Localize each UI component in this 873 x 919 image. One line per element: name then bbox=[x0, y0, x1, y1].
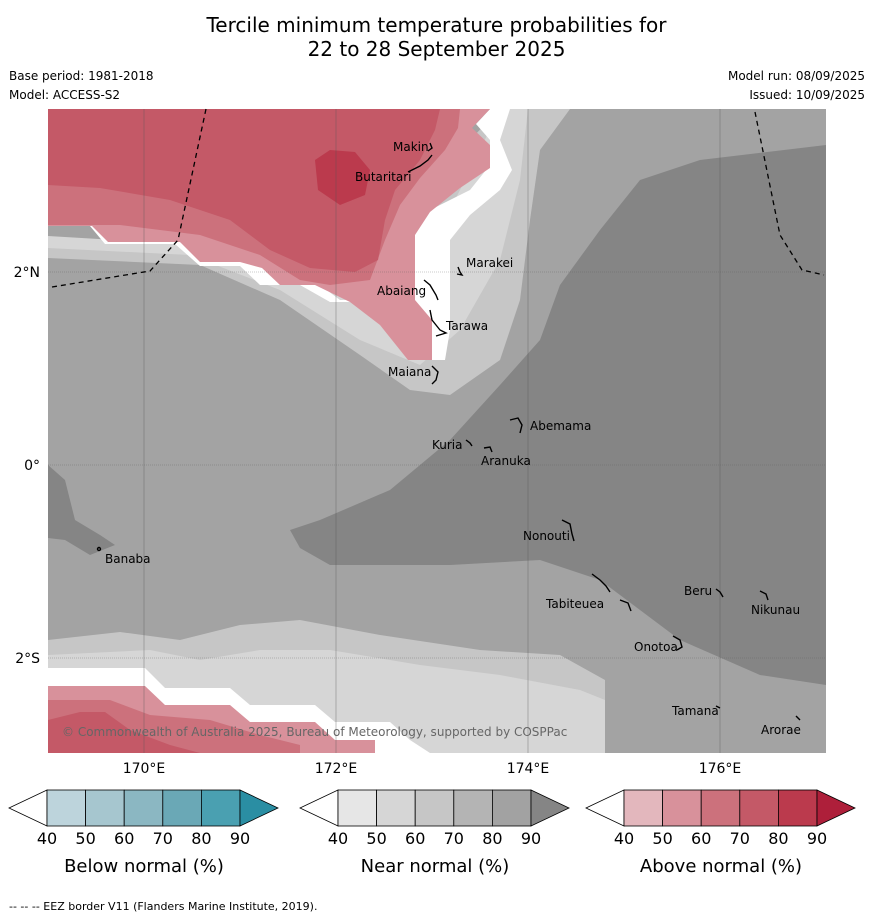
colorbar-near-tick: 40 bbox=[328, 829, 348, 848]
colorbar-below-label: Below normal (%) bbox=[64, 856, 224, 877]
contour-layers bbox=[48, 109, 826, 753]
lon-label-176: 176°E bbox=[699, 761, 742, 777]
label-nonouti: Nonouti bbox=[523, 529, 570, 543]
lon-label-174: 174°E bbox=[507, 761, 550, 777]
colorbar-above: 40 50 60 70 80 90 Above normal (%) bbox=[585, 789, 856, 877]
lat-label-0: 0° bbox=[24, 458, 40, 474]
grid-lines bbox=[48, 109, 826, 753]
label-nikunau: Nikunau bbox=[751, 603, 800, 617]
colorbar-near: 40 50 60 70 80 90 Near normal (%) bbox=[299, 789, 570, 877]
colorbar-above-tick: 40 bbox=[614, 829, 634, 848]
colorbar-below-tick: 70 bbox=[153, 829, 173, 848]
colorbar-below-segment bbox=[200, 789, 241, 827]
label-maiana: Maiana bbox=[388, 365, 431, 379]
colorbar-below-tick: 40 bbox=[37, 829, 57, 848]
label-tarawa: Tarawa bbox=[445, 319, 488, 333]
colorbar-near-label: Near normal (%) bbox=[361, 856, 510, 877]
colorbar-above-label: Above normal (%) bbox=[640, 856, 802, 877]
colorbar-below-segment bbox=[85, 789, 125, 827]
colorbar-above-tick: 60 bbox=[691, 829, 711, 848]
lat-label-2n: 2°N bbox=[14, 265, 40, 281]
colorbar-below-segment bbox=[162, 789, 202, 827]
colorbar-below-tick: 50 bbox=[75, 829, 95, 848]
label-tamana: Tamana bbox=[671, 704, 719, 718]
place-labels: Makin Butaritari Marakei Abaiang Tarawa … bbox=[105, 140, 801, 737]
colorbar-above-segment bbox=[623, 789, 663, 827]
above-normal-70-80-north bbox=[48, 109, 440, 272]
label-marakei: Marakei bbox=[466, 256, 513, 270]
colorbar-near-tick: 70 bbox=[444, 829, 464, 848]
colorbar-below-segment bbox=[123, 789, 164, 827]
near-normal-70-80-region bbox=[290, 145, 826, 685]
label-aranuka: Aranuka bbox=[481, 454, 531, 468]
label-banaba: Banaba bbox=[105, 552, 151, 566]
colorbars: 40 50 60 70 80 90 Below normal (%) 40 50 60 70 80 90… bbox=[8, 789, 856, 877]
colorbar-below-max-extend bbox=[239, 789, 279, 827]
colorbar-near-max-extend bbox=[530, 789, 570, 827]
label-arorae: Arorae bbox=[761, 723, 801, 737]
title-line-1: Tercile minimum temperature probabilitie… bbox=[206, 13, 667, 37]
colorbar-above-segment bbox=[778, 789, 818, 827]
colorbar-near-segment bbox=[491, 789, 532, 827]
colorbar-near-tick: 80 bbox=[482, 829, 502, 848]
colorbar-above-tick: 90 bbox=[807, 829, 827, 848]
label-beru: Beru bbox=[684, 584, 712, 598]
above-normal-80-90-north bbox=[315, 150, 370, 205]
colorbar-near-segment bbox=[376, 789, 416, 827]
lon-label-170: 170°E bbox=[123, 761, 166, 777]
copyright-notice: © Commonwealth of Australia 2025, Bureau… bbox=[62, 725, 567, 739]
colorbar-below-tick: 60 bbox=[114, 829, 134, 848]
colorbar-above-max-extend bbox=[816, 789, 856, 827]
colorbar-above-tick: 70 bbox=[730, 829, 750, 848]
colorbar-near-segment bbox=[453, 789, 493, 827]
above-normal-70-80-south bbox=[48, 712, 200, 753]
label-abaiang: Abaiang bbox=[377, 284, 426, 298]
lat-label-2s: 2°S bbox=[15, 651, 40, 667]
label-tabiteuea: Tabiteuea bbox=[545, 597, 604, 611]
colorbar-below: 40 50 60 70 80 90 Below normal (%) bbox=[8, 789, 279, 877]
label-butaritari: Butaritari bbox=[355, 170, 412, 184]
label-abemama: Abemama bbox=[530, 419, 591, 433]
title-line-2: 22 to 28 September 2025 bbox=[307, 37, 566, 61]
colorbar-near-tick: 90 bbox=[521, 829, 541, 848]
colorbar-above-segment bbox=[662, 789, 702, 827]
lon-label-172: 172°E bbox=[315, 761, 358, 777]
eez-border-lines bbox=[51, 108, 825, 288]
model-name: Model: ACCESS-S2 bbox=[9, 88, 121, 102]
colorbar-near-segment bbox=[337, 789, 377, 827]
colorbar-below-min-extend bbox=[8, 789, 48, 827]
colorbar-above-tick: 50 bbox=[652, 829, 672, 848]
colorbar-below-tick: 80 bbox=[191, 829, 211, 848]
issued-date: Issued: 10/09/2025 bbox=[749, 88, 865, 102]
colorbar-above-segment bbox=[739, 789, 779, 827]
colorbar-above-tick: 80 bbox=[768, 829, 788, 848]
island-shapes bbox=[96, 142, 801, 721]
no-dominant-band-north bbox=[48, 109, 512, 360]
label-makin: Makin bbox=[393, 140, 429, 154]
label-kuria: Kuria bbox=[432, 438, 463, 452]
colorbar-below-tick: 90 bbox=[230, 829, 250, 848]
colorbar-above-segment bbox=[700, 789, 741, 827]
colorbar-near-tick: 60 bbox=[405, 829, 425, 848]
colorbar-near-tick: 50 bbox=[366, 829, 386, 848]
colorbar-near-segment bbox=[414, 789, 455, 827]
colorbar-above-min-extend bbox=[585, 789, 625, 827]
label-onotoa: Onotoa bbox=[634, 640, 678, 654]
eez-footer-note: -- -- -- EEZ border V11 (Flanders Marine… bbox=[9, 900, 318, 913]
colorbar-below-segment bbox=[46, 789, 86, 827]
base-period: Base period: 1981-2018 bbox=[9, 69, 154, 83]
model-run: Model run: 08/09/2025 bbox=[727, 69, 865, 83]
near-normal-70-80-west bbox=[48, 465, 115, 555]
colorbar-near-min-extend bbox=[299, 789, 339, 827]
axis-labels: 2°N 0° 2°S 170°E 172°E 174°E 176°E bbox=[14, 265, 742, 777]
